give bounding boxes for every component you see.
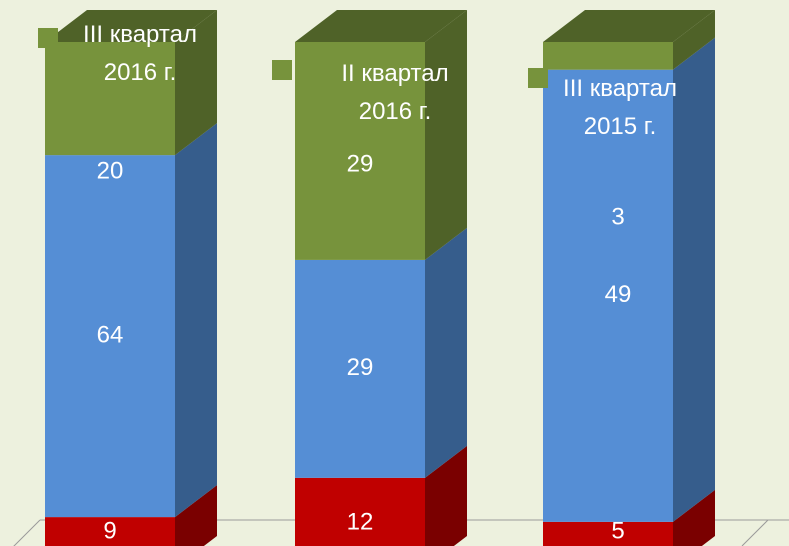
bar-side <box>175 485 217 546</box>
bar <box>543 69 673 522</box>
legend-key <box>272 60 292 80</box>
bar <box>45 517 175 546</box>
value-label: 9 <box>103 517 116 544</box>
value-label: 5 <box>611 517 624 544</box>
bar-side <box>425 227 467 478</box>
value-label: 64 <box>97 321 124 348</box>
value-label: 29 <box>347 150 374 177</box>
bar <box>543 42 673 70</box>
bar-side <box>673 10 715 70</box>
value-label: 20 <box>97 157 124 184</box>
bar-top <box>543 10 715 42</box>
bar-side <box>425 10 467 260</box>
legend-key <box>38 28 58 48</box>
category-label: III квартал 2016 г. <box>83 21 197 86</box>
legend-key <box>528 68 548 88</box>
bar-top <box>295 10 467 42</box>
category-label: III квартал 2015 г. <box>563 75 677 140</box>
bar-side <box>673 489 715 546</box>
bar <box>295 42 425 260</box>
value-label: 29 <box>347 354 374 381</box>
bar <box>45 42 175 156</box>
bar-side <box>673 37 715 522</box>
bar <box>45 155 175 518</box>
bar <box>295 477 425 546</box>
bar-top <box>45 10 217 42</box>
bar <box>543 521 673 546</box>
value-label: 12 <box>347 508 374 535</box>
value-label: 3 <box>611 203 624 230</box>
bar-side <box>175 123 217 518</box>
value-label: 49 <box>605 281 632 308</box>
bar-side <box>425 445 467 546</box>
bar-side <box>175 10 217 156</box>
category-label: II квартал 2016 г. <box>341 60 449 125</box>
bar <box>295 259 425 478</box>
